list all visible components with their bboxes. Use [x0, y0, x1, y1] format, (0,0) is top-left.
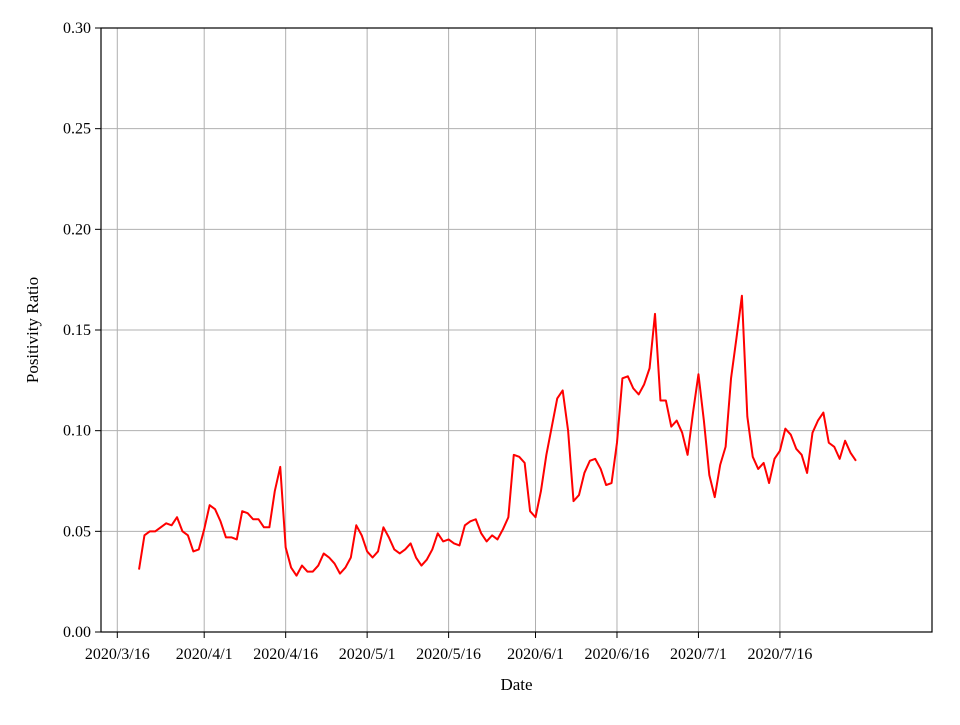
y-tick-label: 0.10 — [63, 423, 91, 440]
y-tick-label: 0.00 — [63, 624, 91, 641]
plot-area — [138, 294, 857, 577]
x-tick-label: 2020/3/16 — [85, 646, 150, 663]
x-tick-label: 2020/5/1 — [339, 646, 396, 663]
x-tick-label: 2020/6/1 — [507, 646, 564, 663]
y-tick-label: 0.25 — [63, 121, 91, 138]
y-tick-label: 0.15 — [63, 322, 91, 339]
x-tick-label: 2020/4/1 — [176, 646, 233, 663]
y-tick-label: 0.05 — [63, 523, 91, 540]
y-tick-label: 0.20 — [63, 221, 91, 238]
series-line — [138, 294, 857, 577]
y-tick-label: 0.30 — [63, 20, 91, 37]
x-tick-label: 2020/4/16 — [253, 646, 318, 663]
x-axis-label: Date — [500, 675, 532, 694]
x-tick-label: 2020/7/1 — [670, 646, 727, 663]
axes-ticks: 0.00 0.05 0.10 0.15 0.20 0.25 0.30 2020/3/16 202… — [63, 20, 812, 663]
x-tick-label: 2020/6/16 — [585, 646, 650, 663]
grid — [101, 27, 932, 633]
x-tick-label: 2020/7/16 — [747, 646, 812, 663]
y-axis-label: Positivity Ratio — [23, 277, 42, 383]
x-tick-label: 2020/5/16 — [416, 646, 481, 663]
